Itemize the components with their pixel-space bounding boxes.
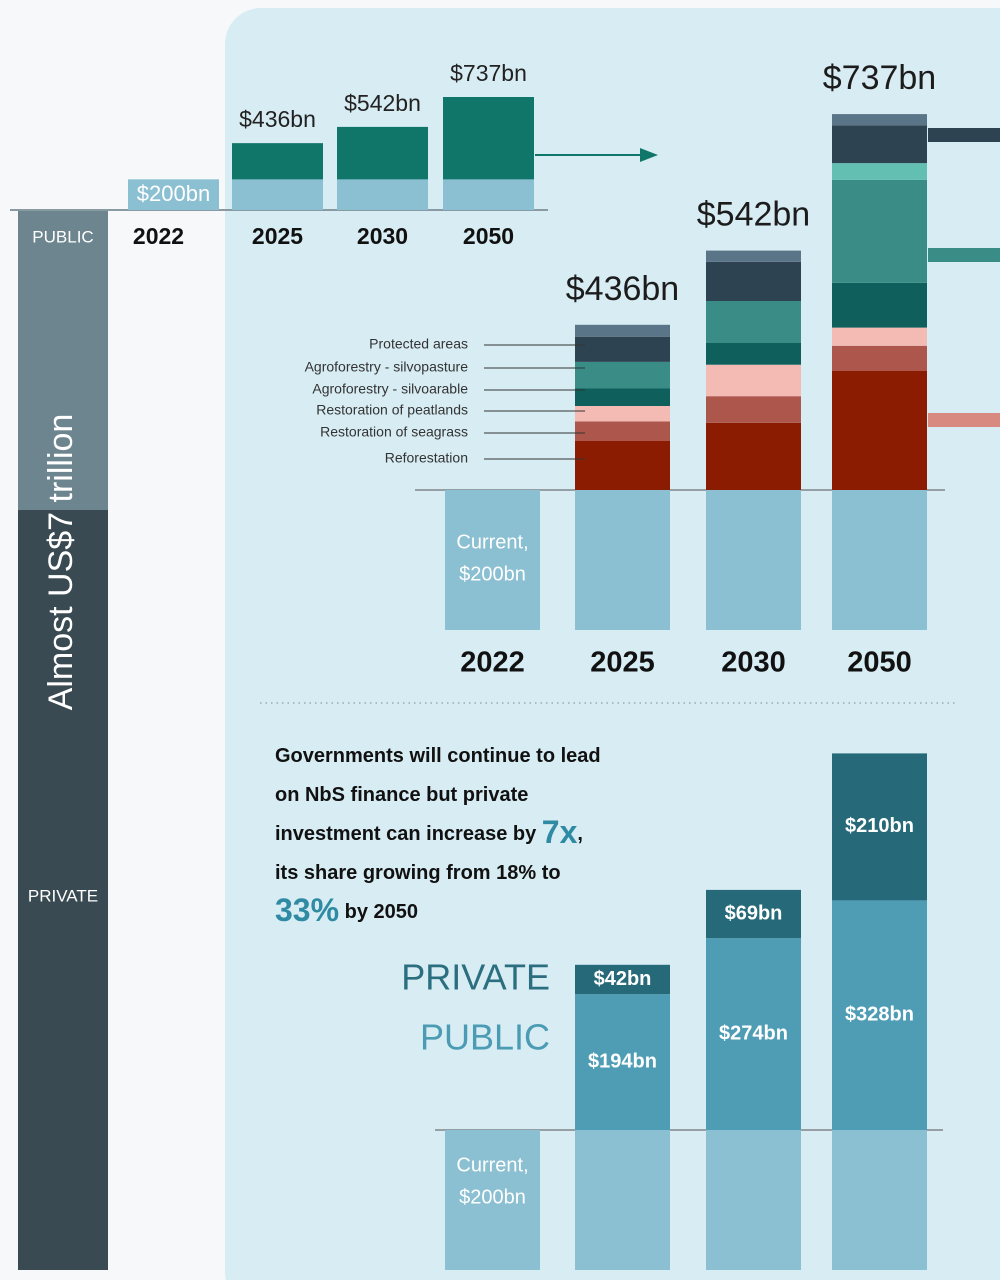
- bar-base: [337, 179, 428, 210]
- bar-segment: [575, 406, 670, 422]
- bar-base: [706, 1130, 801, 1270]
- text-run: investment can increase by: [275, 823, 542, 845]
- legend-label: Agroforestry - silvoarable: [312, 381, 468, 397]
- bar-base: [575, 490, 670, 630]
- text-run: on NbS finance but private: [275, 784, 528, 806]
- base-label: Current,: [456, 1154, 528, 1176]
- legend-label: PUBLIC: [420, 1017, 550, 1058]
- bar-segment: [575, 324, 670, 337]
- bar-segment: [832, 371, 927, 490]
- bar-segment: [832, 327, 927, 346]
- text-run: by 2050: [339, 901, 418, 923]
- base-label: $200bn: [459, 563, 526, 585]
- bar-segment: [706, 938, 801, 1130]
- value-label: $328bn: [845, 1003, 914, 1025]
- bar-base: [832, 490, 927, 630]
- bar-base: [445, 1130, 540, 1270]
- total-label: $542bn: [697, 196, 810, 234]
- bar-base: [232, 179, 323, 210]
- legend-label: Restoration of peatlands: [316, 402, 468, 418]
- bar-segment: [575, 441, 670, 490]
- bar-segment: [832, 179, 927, 283]
- bar-base: [445, 490, 540, 630]
- bar-segment: [706, 250, 801, 262]
- bar-segment: [575, 964, 670, 995]
- bar-segment: [575, 388, 670, 406]
- value-label: $436bn: [239, 106, 316, 132]
- bar-base: [832, 1130, 927, 1270]
- value-label: $274bn: [719, 1022, 788, 1044]
- sidebar-private: [18, 510, 108, 1270]
- value-label: $69bn: [725, 902, 783, 924]
- value-label: $200bn: [137, 181, 210, 206]
- text-run: ,: [577, 823, 583, 845]
- bar-segment: [832, 114, 927, 126]
- emphasis: 33%: [275, 892, 339, 928]
- value-label: $210bn: [845, 815, 914, 837]
- x-tick-label: 2025: [252, 223, 303, 249]
- paragraph-line: on NbS finance but private: [275, 784, 528, 806]
- legend-label: Protected areas: [369, 336, 468, 352]
- paragraph-line: its share growing from 18% to: [275, 862, 561, 884]
- total-label: $737bn: [823, 59, 936, 97]
- sidebar-public: [18, 210, 108, 510]
- bar-base: [706, 490, 801, 630]
- paragraph-line: 33% by 2050: [275, 892, 418, 928]
- bar-segment: [575, 994, 670, 1130]
- bar-base: [443, 179, 534, 210]
- legend-label: Restoration of seagrass: [320, 424, 468, 440]
- panel: [225, 8, 1000, 1280]
- text-run: its share growing from 18% to: [275, 862, 561, 884]
- x-tick-label: 2030: [357, 223, 408, 249]
- bar-segment: [832, 282, 927, 328]
- x-tick-label: 2022: [460, 647, 525, 679]
- bar-segment: [832, 345, 927, 371]
- legend-label: PRIVATE: [401, 957, 550, 998]
- value-label: $542bn: [344, 90, 421, 116]
- sidebar-label: PUBLIC: [32, 227, 93, 246]
- legend-label: Agroforestry - silvopasture: [305, 359, 469, 375]
- bar-segment: [832, 125, 927, 164]
- base-label: Current,: [456, 531, 528, 553]
- bar-segment: [706, 422, 801, 490]
- total-label: $436bn: [566, 270, 679, 308]
- bar-segment: [706, 889, 801, 939]
- arrow-head: [640, 148, 658, 162]
- bar-segment: [575, 421, 670, 441]
- bar-segment: [706, 343, 801, 365]
- paragraph-line: investment can increase by 7x,: [275, 814, 583, 850]
- sidebar-label: PRIVATE: [28, 886, 98, 905]
- bar-segment: [832, 163, 927, 180]
- bar: [128, 179, 219, 210]
- x-tick-label: 2030: [721, 647, 786, 679]
- legend-label: Reforestation: [385, 450, 468, 466]
- base-label: $200bn: [459, 1186, 526, 1208]
- bar-segment: [706, 396, 801, 423]
- paragraph-line: Governments will continue to lead: [275, 745, 601, 767]
- bar-segment: [706, 364, 801, 397]
- value-label: $42bn: [594, 968, 652, 990]
- x-tick-label: 2050: [847, 647, 912, 679]
- bar-segment: [706, 261, 801, 301]
- x-tick-label: 2022: [133, 223, 184, 249]
- bar-segment: [575, 336, 670, 362]
- emphasis: 7x: [542, 814, 578, 850]
- bar-segment: [832, 753, 927, 901]
- bar-segment: [575, 361, 670, 389]
- bar-segment: [706, 301, 801, 343]
- value-label: $194bn: [588, 1050, 657, 1072]
- bar-segment: [832, 900, 927, 1130]
- sidebar-title: Almost US$7 trillion: [42, 414, 80, 711]
- value-label: $737bn: [450, 60, 527, 86]
- x-tick-label: 2050: [463, 223, 514, 249]
- x-tick-label: 2025: [590, 647, 655, 679]
- text-run: Governments will continue to lead: [275, 745, 601, 767]
- bar-base: [575, 1130, 670, 1270]
